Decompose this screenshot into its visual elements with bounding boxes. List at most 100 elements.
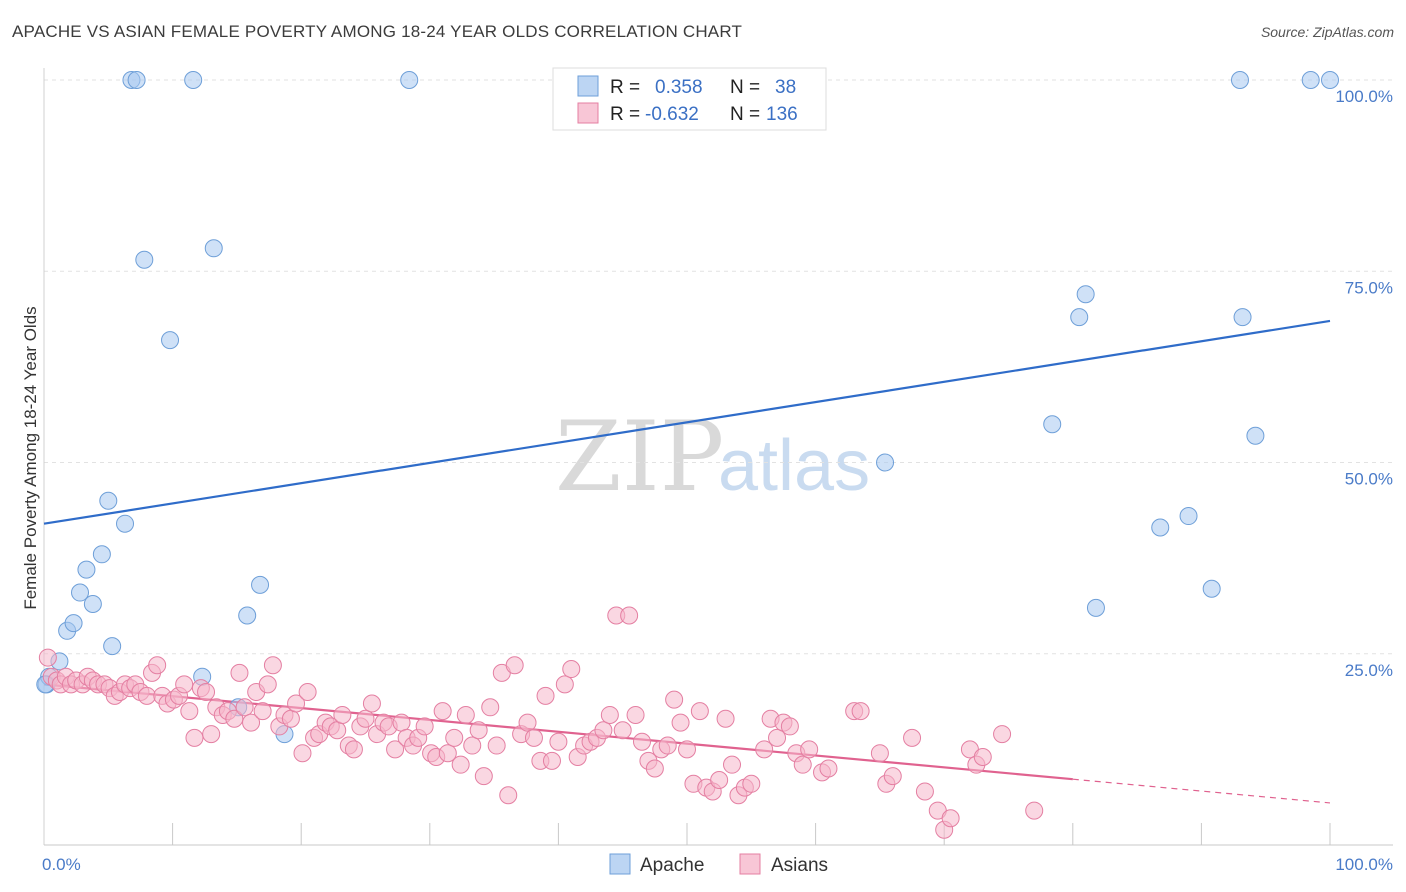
asians-point-135 xyxy=(883,767,902,786)
asians-point-42 xyxy=(263,656,282,675)
asians-point-27 xyxy=(180,702,199,721)
asians-point-30 xyxy=(197,683,216,701)
apache-point-16 xyxy=(184,71,203,89)
apache-point-13 xyxy=(127,71,146,89)
apache-trend-line xyxy=(43,319,1331,525)
asians-point-103 xyxy=(632,732,651,751)
asians-point-71 xyxy=(433,702,452,721)
legend-swatch-asians xyxy=(577,102,599,124)
chart-title: APACHE VS ASIAN FEMALE POVERTY AMONG 18-… xyxy=(12,22,743,41)
asians-point-120 xyxy=(742,774,761,793)
apache-point-36 xyxy=(1321,71,1339,89)
asians-point-73 xyxy=(445,728,464,747)
legend-n-label-2: N = xyxy=(730,104,760,125)
bottom-legend-swatch-asians xyxy=(739,853,761,875)
asians-point-108 xyxy=(665,690,684,709)
asians-point-145 xyxy=(1025,801,1044,820)
legend-r-value-1: 0.358 xyxy=(655,77,703,98)
apache-point-20 xyxy=(238,606,257,625)
asians-point-125 xyxy=(780,717,799,736)
asians-point-115 xyxy=(710,770,729,789)
asians-point-53 xyxy=(328,721,347,740)
asians-point-89 xyxy=(542,751,561,770)
legend-swatch-apache xyxy=(577,75,599,97)
correlation-legend: R = 0.358 N = 38 R = -0.632 N = 136 xyxy=(552,67,827,131)
asians-point-86 xyxy=(524,728,543,747)
asians-point-58 xyxy=(356,709,375,728)
watermark-atlas: atlas xyxy=(718,426,870,506)
apache-point-4 xyxy=(64,614,83,633)
apache-point-6 xyxy=(77,560,96,579)
y-tick-label-2: 50.0% xyxy=(1345,470,1393,489)
watermark-zip: ZIP xyxy=(555,401,724,513)
asians-point-28 xyxy=(185,728,204,747)
apache-point-10 xyxy=(103,637,122,656)
asians-point-144 xyxy=(993,725,1012,744)
asians-point-102 xyxy=(626,705,645,724)
asians-point-19 xyxy=(137,686,156,705)
asians-point-91 xyxy=(555,675,574,694)
asians-point-88 xyxy=(536,686,555,705)
apache-point-24 xyxy=(876,453,895,472)
asians-point-132 xyxy=(851,702,870,721)
apache-point-5 xyxy=(71,583,90,602)
asians-point-85 xyxy=(518,713,537,732)
asians-point-74 xyxy=(451,755,470,774)
asians-point-48 xyxy=(298,683,317,701)
asians-point-35 xyxy=(225,709,244,728)
asians-point-77 xyxy=(469,721,488,740)
asians-point-117 xyxy=(723,755,742,774)
apache-point-28 xyxy=(1086,598,1105,617)
chart-source: Source: ZipAtlas.com xyxy=(1260,24,1394,40)
asians-point-75 xyxy=(456,705,475,724)
asians-point-116 xyxy=(716,709,735,728)
legend-r-label-1: R = xyxy=(610,77,640,98)
axes xyxy=(43,68,1393,846)
asians-point-68 xyxy=(415,717,434,736)
asians-point-123 xyxy=(768,728,787,747)
asians-point-112 xyxy=(690,702,709,721)
apache-point-8 xyxy=(92,545,111,564)
asians-point-46 xyxy=(287,694,306,713)
y-tick-label-0: 100.0% xyxy=(1335,87,1393,106)
asians-point-97 xyxy=(594,721,613,740)
asians-point-63 xyxy=(386,740,405,759)
legend-n-value-2: 136 xyxy=(766,104,798,125)
asians-point-90 xyxy=(549,732,568,751)
legend-r-value-2: -0.632 xyxy=(645,104,699,125)
asians-point-82 xyxy=(499,786,518,805)
asians-trend-extension xyxy=(1072,778,1331,804)
asians-point-45 xyxy=(281,709,300,728)
apache-point-31 xyxy=(1202,579,1221,598)
asians-point-83 xyxy=(505,656,524,675)
apache-point-21 xyxy=(251,575,270,594)
bottom-legend-apache: Apache xyxy=(640,855,704,876)
series-legend: Apache Asians xyxy=(609,853,828,876)
bottom-legend-asians: Asians xyxy=(771,855,828,876)
y-tick-label-3: 25.0% xyxy=(1345,661,1393,680)
asians-point-40 xyxy=(253,702,272,721)
apache-point-25 xyxy=(1043,415,1062,434)
apache-point-30 xyxy=(1179,507,1198,526)
asians-point-130 xyxy=(819,759,838,778)
asians-point-105 xyxy=(645,759,664,778)
asians-point-76 xyxy=(463,736,482,755)
asians-point-72 xyxy=(438,744,457,763)
asians-point-36 xyxy=(230,663,249,682)
asians-point-38 xyxy=(242,713,261,732)
asians-point-21 xyxy=(148,656,167,675)
bottom-legend-swatch-apache xyxy=(609,853,631,875)
asians-point-133 xyxy=(870,744,889,763)
apache-point-15 xyxy=(161,331,180,350)
legend-r-label-2: R = xyxy=(610,104,640,125)
apache-point-26 xyxy=(1070,308,1089,327)
asians-point-92 xyxy=(562,660,581,679)
asians-point-98 xyxy=(600,705,619,724)
y-tick-label-1: 75.0% xyxy=(1345,278,1393,297)
apache-point-29 xyxy=(1151,518,1170,537)
apache-point-35 xyxy=(1301,71,1320,89)
asians-point-79 xyxy=(481,698,500,717)
legend-n-label-1: N = xyxy=(730,77,760,98)
asians-point-109 xyxy=(671,713,690,732)
